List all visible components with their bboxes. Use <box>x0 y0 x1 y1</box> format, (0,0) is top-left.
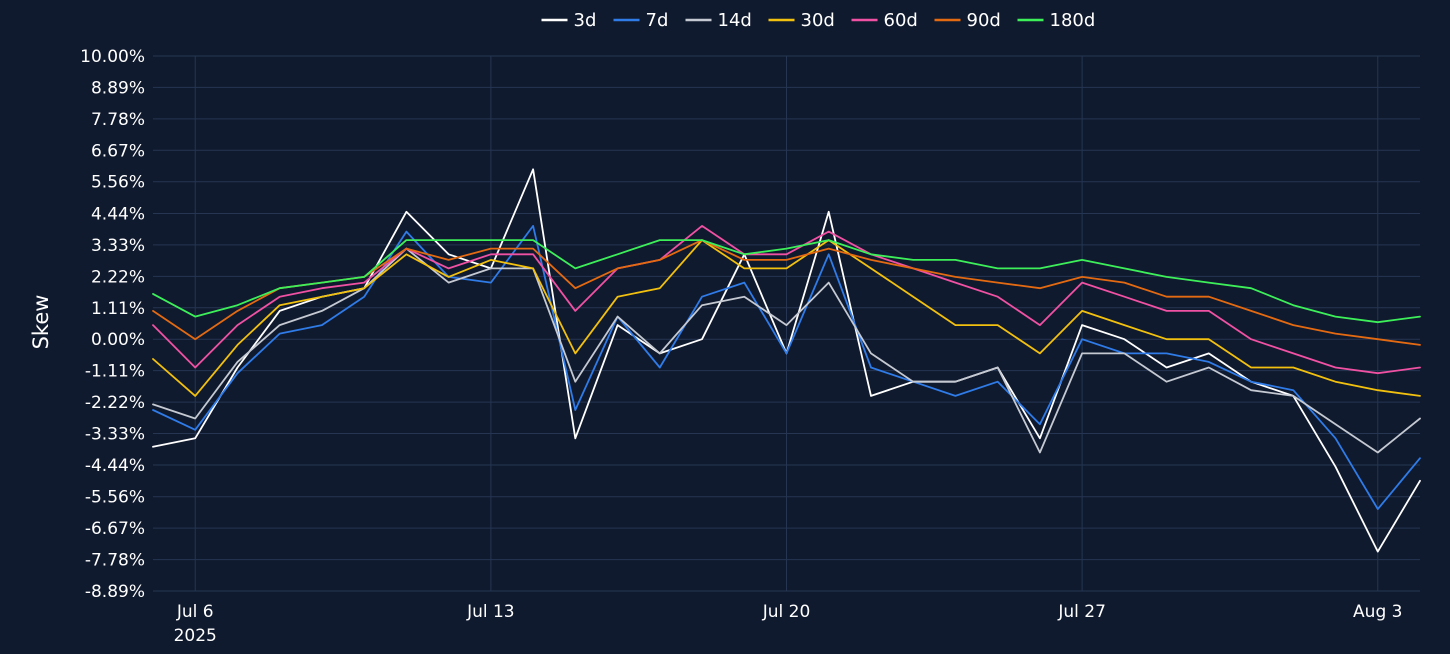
series-line-30d <box>152 239 1421 397</box>
legend-item-14d[interactable]: 14d <box>685 10 752 31</box>
grid <box>153 55 1420 592</box>
legend-label: 7d <box>646 10 669 31</box>
legend-label: 3d <box>574 10 597 31</box>
y-tick-label: -3.33% <box>85 425 145 445</box>
y-tick-label: 8.89% <box>91 78 145 98</box>
y-tick-label: 4.44% <box>91 204 145 224</box>
x-tick-label: Jul 27 <box>1057 602 1106 622</box>
legend-item-3d[interactable]: 3d <box>541 10 597 31</box>
legend-label: 60d <box>884 10 918 31</box>
y-axis: 10.00% 8.89% 7.78% 6.67% 5.56% 4.44% 3.33% 2.22… <box>80 47 145 602</box>
y-tick-label: -2.22% <box>85 393 145 413</box>
x-tick-label: Jul 6 <box>176 602 214 622</box>
series-line-60d <box>152 225 1421 375</box>
legend-item-7d[interactable]: 7d <box>613 10 669 31</box>
legend-label: 30d <box>801 10 835 31</box>
legend-label: 14d <box>718 10 752 31</box>
x-axis: Jul 6 2025 Jul 13 Jul 20 Jul 27 Aug 3 <box>174 602 1403 646</box>
y-tick-label: -4.44% <box>85 456 145 476</box>
y-tick-label: 3.33% <box>91 236 145 256</box>
series-line-7d <box>152 225 1421 510</box>
legend-label: 180d <box>1050 10 1096 31</box>
legend-label: 90d <box>967 10 1001 31</box>
series-lines <box>152 168 1421 553</box>
legend[interactable]: 3d 7d 14d 30d 60d 90d 180d <box>541 10 1096 31</box>
legend-item-180d[interactable]: 180d <box>1017 10 1096 31</box>
y-tick-label: -5.56% <box>85 488 145 508</box>
legend-item-60d[interactable]: 60d <box>851 10 918 31</box>
y-axis-title: Skew <box>29 295 53 350</box>
y-tick-label: -1.11% <box>85 362 145 382</box>
y-tick-label: 1.11% <box>91 299 145 319</box>
y-tick-label: -8.89% <box>85 582 145 602</box>
x-tick-label: Jul 13 <box>466 602 515 622</box>
y-tick-label: 10.00% <box>80 47 145 67</box>
y-tick-label: -6.67% <box>85 519 145 539</box>
series-line-180d <box>152 239 1421 324</box>
legend-item-90d[interactable]: 90d <box>934 10 1001 31</box>
y-tick-label: 0.00% <box>91 330 145 350</box>
legend-item-30d[interactable]: 30d <box>768 10 835 31</box>
y-tick-label: -7.78% <box>85 551 145 571</box>
y-tick-label: 6.67% <box>91 141 145 161</box>
y-tick-label: 5.56% <box>91 173 145 193</box>
x-tick-sublabel: 2025 <box>174 626 217 646</box>
x-tick-label: Jul 20 <box>762 602 811 622</box>
y-tick-label: 2.22% <box>91 267 145 287</box>
x-tick-label: Aug 3 <box>1353 602 1402 622</box>
y-tick-label: 7.78% <box>91 110 145 130</box>
